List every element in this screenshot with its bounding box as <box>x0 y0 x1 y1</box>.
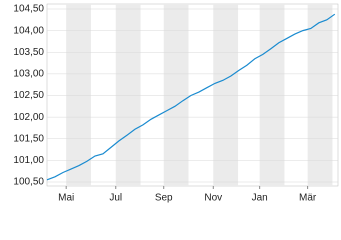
y-tick-label: 103,50 <box>13 47 44 58</box>
month-band <box>66 4 91 186</box>
month-band <box>213 4 239 186</box>
y-tick-label: 101,50 <box>13 133 44 144</box>
month-band <box>163 4 189 186</box>
y-tick-label: 102,50 <box>13 90 44 101</box>
x-tick-label: Jul <box>109 193 122 204</box>
x-tick-label: Sep <box>155 193 173 204</box>
x-tick-label: Jan <box>252 193 268 204</box>
y-tick-label: 104,50 <box>13 4 44 15</box>
x-tick-label: Mär <box>299 193 317 204</box>
x-tick-label: Mai <box>58 193 74 204</box>
chart: 100,50 101,00 101,50 102,00 102,50 103,00 103,… <box>13 4 339 204</box>
y-tick-label: 101,00 <box>13 155 44 166</box>
x-tick-label: Nov <box>204 193 222 204</box>
month-band <box>259 4 285 186</box>
y-tick-label: 104,00 <box>13 25 44 36</box>
line-series <box>46 13 336 181</box>
y-tick-label: 103,00 <box>13 69 44 80</box>
month-band <box>307 4 333 186</box>
y-tick-label: 100,50 <box>13 177 44 188</box>
month-band <box>115 4 141 186</box>
y-tick-label: 102,00 <box>13 112 44 123</box>
